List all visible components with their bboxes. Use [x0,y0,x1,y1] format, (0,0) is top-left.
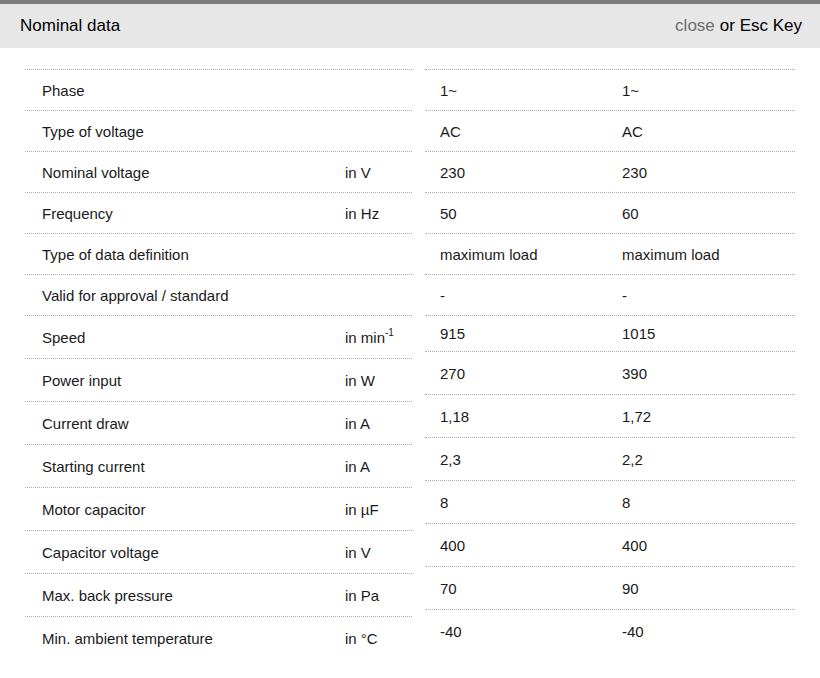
row-unit: in Hz [340,205,412,222]
nominal-data-table: PhaseType of voltageNominal voltagein VF… [25,69,795,660]
row-value-1: 2,3 [425,451,607,468]
row-unit: in W [340,372,412,389]
table-row: ACAC [425,111,795,152]
row-label: Type of voltage [25,123,340,140]
row-value-1: 70 [425,580,607,597]
row-value-1: 1~ [425,82,607,99]
row-unit: in A [340,415,412,432]
row-unit: in °C [340,630,412,647]
row-unit: in A [340,458,412,475]
table-row: 270390 [425,352,795,395]
table-row: -40-40 [425,610,795,653]
row-value-1: 1,18 [425,408,607,425]
row-value-1: 230 [425,164,607,181]
table-row: Motor capacitorin µF [25,488,412,531]
row-label: Starting current [25,458,340,475]
nominal-data-dialog: Nominal data close or Esc Key Phase Type … [0,0,820,660]
close-button[interactable]: close [675,16,715,36]
table-row: 1~1~ [425,70,795,111]
table-row: 2,32,2 [425,438,795,481]
row-label: Current draw [25,415,340,432]
table-row: Speedin min-1 [25,316,412,359]
label-unit-columns: PhaseType of voltageNominal voltagein VF… [25,69,412,660]
table-row: 400400 [425,524,795,567]
row-value-1: AC [425,123,607,140]
table-row: Nominal voltagein V [25,152,412,193]
table-row: 9151015 [425,316,795,352]
row-label: Power input [25,372,340,389]
row-label: Valid for approval / standard [25,287,340,304]
close-area: close or Esc Key [675,16,802,36]
row-value-1: maximum load [425,246,607,263]
row-value-2: 1,72 [607,408,795,425]
row-value-2: 60 [607,205,795,222]
row-label: Speed [25,329,340,346]
page-title: Nominal data [20,16,120,36]
row-value-2: - [607,287,795,304]
row-value-2: 1015 [607,325,795,342]
row-value-1: 50 [425,205,607,222]
table-row: Phase [25,70,412,111]
row-value-2: 1~ [607,82,795,99]
row-unit: in V [340,164,412,181]
table-row: 88 [425,481,795,524]
table-row: 1,181,72 [425,395,795,438]
row-value-2: -40 [607,623,795,640]
row-unit: in Pa [340,587,412,604]
table-row: Capacitor voltagein V [25,531,412,574]
table-row: Starting currentin A [25,445,412,488]
unit-superscript: -1 [385,328,394,338]
table-row: Min. ambient temperaturein °C [25,617,412,660]
table-row: Valid for approval / standard [25,275,412,316]
row-label: Type of data definition [25,246,340,263]
table-row: 7090 [425,567,795,610]
table-row: -- [425,275,795,316]
row-value-2: AC [607,123,795,140]
row-label: Phase [25,82,340,99]
row-value-2: 8 [607,494,795,511]
table-row: 230230 [425,152,795,193]
value-columns: 1~1~ACAC2302305060maximum loadmaximum lo… [425,69,795,660]
row-value-2: 390 [607,365,795,382]
row-value-1: -40 [425,623,607,640]
row-unit: in min-1 [340,328,412,346]
row-value-2: 2,2 [607,451,795,468]
row-value-1: 915 [425,325,607,342]
row-label: Motor capacitor [25,501,340,518]
table-row: 5060 [425,193,795,234]
table-row: Current drawin A [25,402,412,445]
table-row: Frequencyin Hz [25,193,412,234]
titlebar: Nominal data close or Esc Key [0,4,820,48]
row-value-1: 8 [425,494,607,511]
row-value-2: 400 [607,537,795,554]
row-label: Max. back pressure [25,587,340,604]
row-label: Nominal voltage [25,164,340,181]
table-row: Max. back pressurein Pa [25,574,412,617]
table-row: Type of data definition [25,234,412,275]
row-value-2: maximum load [607,246,795,263]
table-row: Power inputin W [25,359,412,402]
table-row: Type of voltage [25,111,412,152]
row-unit: in µF [340,501,412,518]
row-value-2: 90 [607,580,795,597]
table-row: maximum loadmaximum load [425,234,795,275]
row-value-1: 400 [425,537,607,554]
row-value-2: 230 [607,164,795,181]
row-unit: in V [340,544,412,561]
row-label: Min. ambient temperature [25,630,340,647]
row-value-1: - [425,287,607,304]
row-label: Capacitor voltage [25,544,340,561]
row-value-1: 270 [425,365,607,382]
esc-key-hint: or Esc Key [720,16,802,36]
row-label: Frequency [25,205,340,222]
unit-text: in min [345,329,385,346]
